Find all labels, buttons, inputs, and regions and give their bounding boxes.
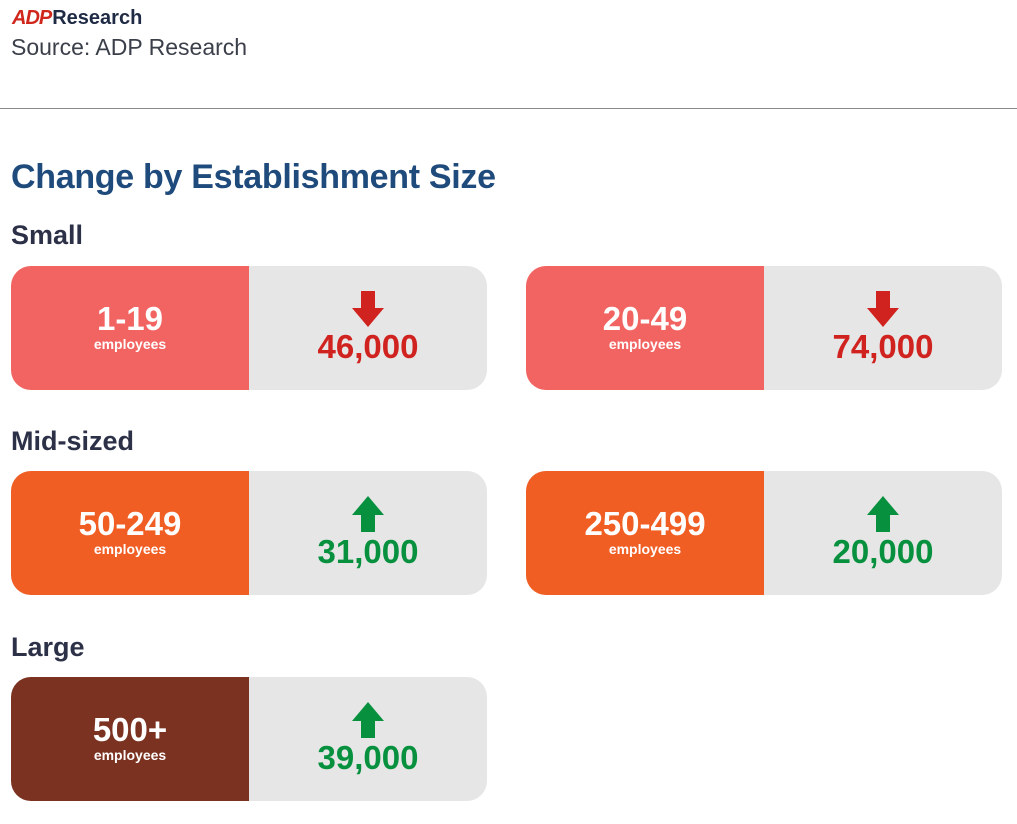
size-range: 1-19	[96, 300, 164, 337]
change-panel: 20,000	[764, 471, 1002, 595]
section-label-small: Small	[11, 220, 84, 250]
size-range: 250-499	[584, 505, 706, 542]
size-unit: employees	[93, 541, 167, 557]
page-title: Change by Establishment Size	[11, 158, 496, 196]
change-value: 74,000	[832, 328, 934, 365]
size-range: 20-49	[602, 300, 688, 337]
change-panel: 39,000	[249, 677, 487, 801]
arrow-down-icon	[352, 291, 384, 327]
size-panel: 500+ employees	[11, 677, 249, 801]
adp-logo: ADP	[12, 6, 52, 29]
size-panel: 20-49 employees	[526, 266, 764, 390]
brand-logo: ADP Research	[12, 6, 142, 30]
size-range: 50-249	[78, 505, 182, 542]
size-card-250-499: 250-499 employees 20,000	[526, 471, 1002, 595]
size-card-20-49: 20-49 employees 74,000	[526, 266, 1002, 390]
size-card-1-19: 1-19 employees 46,000	[11, 266, 487, 390]
size-unit: employees	[608, 336, 682, 352]
size-unit: employees	[93, 336, 167, 352]
arrow-up-icon	[352, 496, 384, 532]
size-card-500-plus: 500+ employees 39,000	[11, 677, 487, 801]
size-range: 500+	[92, 711, 168, 748]
arrow-up-icon	[867, 496, 899, 532]
change-value: 39,000	[317, 739, 419, 776]
change-value: 46,000	[317, 328, 419, 365]
change-value: 20,000	[832, 533, 934, 570]
size-panel: 50-249 employees	[11, 471, 249, 595]
section-label-mid-sized: Mid-sized	[11, 426, 135, 456]
source-line: Source: ADP Research	[11, 34, 248, 60]
size-unit: employees	[93, 747, 167, 763]
change-value: 31,000	[317, 533, 419, 570]
arrow-down-icon	[867, 291, 899, 327]
change-panel: 31,000	[249, 471, 487, 595]
size-card-50-249: 50-249 employees 31,000	[11, 471, 487, 595]
arrow-up-icon	[352, 702, 384, 738]
change-panel: 46,000	[249, 266, 487, 390]
divider	[0, 108, 1017, 109]
size-panel: 250-499 employees	[526, 471, 764, 595]
size-unit: employees	[608, 541, 682, 557]
brand-name: Research	[52, 6, 143, 29]
change-panel: 74,000	[764, 266, 1002, 390]
section-label-large: Large	[11, 632, 85, 662]
size-panel: 1-19 employees	[11, 266, 249, 390]
